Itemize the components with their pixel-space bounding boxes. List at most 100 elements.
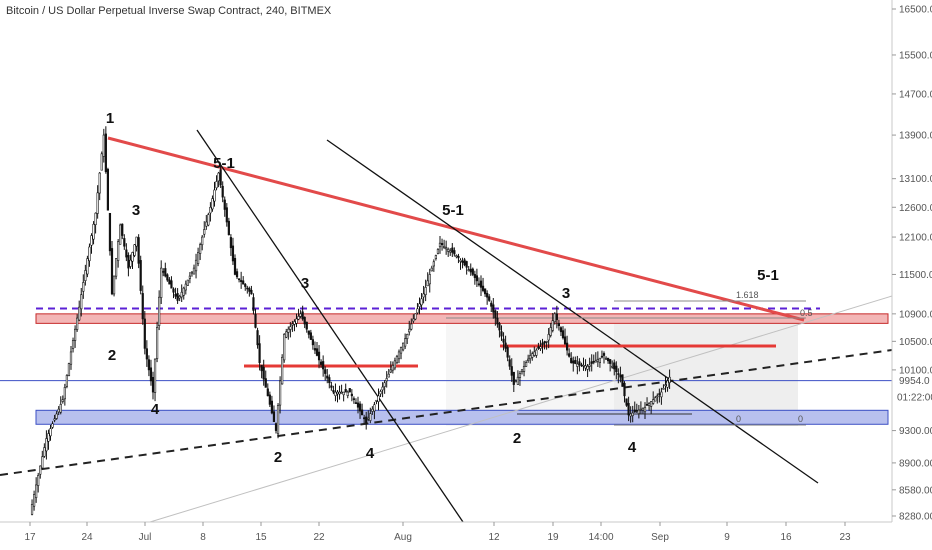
candle-down (510, 366, 513, 376)
candle-up (281, 356, 284, 385)
candle-up (631, 412, 634, 417)
candle-up (584, 365, 587, 369)
candle-down (108, 212, 112, 252)
candle-down (270, 400, 274, 414)
candle-down (149, 367, 153, 382)
candle-up (379, 391, 382, 395)
candle-up (445, 247, 448, 250)
candle-down (354, 402, 358, 404)
candle-up (84, 270, 87, 281)
candle-down (164, 268, 167, 277)
candle-up (207, 214, 210, 226)
candle-up (71, 340, 75, 349)
candle-up (389, 369, 392, 373)
candle-up (459, 259, 462, 262)
wave-label: 1 (106, 110, 114, 127)
candle-down (248, 288, 251, 292)
candle-down (502, 338, 505, 343)
candle-up (291, 323, 294, 326)
y-tick-label: 8580.00 (899, 485, 932, 496)
candle-up (545, 341, 548, 343)
y-tick-label: 13100.00 (899, 174, 932, 185)
candle-down (645, 403, 649, 406)
candle-up (65, 375, 68, 387)
candle-up (278, 380, 282, 406)
red-zone (35, 313, 889, 324)
candle-up (387, 373, 390, 378)
candle-down (125, 249, 128, 258)
x-tick-label: 19 (547, 532, 559, 543)
candle-down (494, 310, 497, 319)
candle-up (295, 318, 298, 324)
candle-down (313, 348, 317, 351)
price-axis[interactable]: 16500.00 15500.00 14700.00 13900.00 13100.00… (892, 5, 932, 523)
candle-up (455, 255, 458, 258)
candle-down (570, 357, 573, 363)
wave-label: 3 (562, 285, 570, 302)
candle-up (80, 294, 83, 310)
candle-up (61, 399, 64, 402)
candle-up (156, 327, 159, 359)
candle-up (647, 403, 651, 406)
candle-down (440, 243, 444, 245)
candle-up (287, 328, 290, 333)
x-tick-label: Aug (394, 532, 412, 543)
candle-down (619, 374, 622, 378)
candle-up (604, 357, 608, 360)
candle-down (176, 293, 179, 301)
candle-down (344, 389, 347, 393)
candle-down (326, 375, 329, 379)
candle-up (340, 391, 343, 394)
candle-up (135, 236, 138, 247)
y-tick-label: 16500.00 (899, 5, 932, 16)
candle-down (559, 327, 563, 333)
candle-down (256, 330, 259, 346)
candle-up (346, 391, 349, 396)
candle-down (557, 323, 560, 327)
candle-up (594, 360, 597, 363)
candle-up (55, 413, 58, 419)
candle-up (213, 189, 216, 202)
candle-up (285, 331, 288, 338)
candle-up (63, 387, 66, 400)
candle-up (57, 408, 60, 413)
y-tick-label: 14700.00 (899, 89, 932, 100)
candle-down (110, 248, 114, 295)
y-tick-label: 10100.00 (899, 365, 932, 376)
candle-up (596, 359, 599, 362)
candle-down (600, 355, 604, 358)
time-axis[interactable]: 17 24 Jul 8 15 22 Aug 12 19 14:00 Sep 9 16 23 (24, 522, 851, 543)
candle-down (358, 403, 362, 412)
candle-down (555, 313, 558, 321)
candle-down (272, 411, 276, 423)
candle-up (45, 438, 48, 452)
candle-down (561, 330, 565, 339)
wave-label: 3 (132, 202, 140, 219)
candle-down (356, 402, 360, 408)
black-trendline-2 (326, 139, 819, 484)
candle-up (184, 283, 187, 291)
candle-up (30, 504, 34, 515)
candle-up (100, 153, 103, 171)
candle-up (78, 306, 81, 321)
candle-up (418, 303, 421, 307)
x-tick-label: 17 (24, 532, 36, 543)
candle-up (199, 244, 202, 254)
candle-down (451, 247, 454, 253)
x-tick-label: 23 (839, 532, 851, 543)
candle-up (37, 475, 40, 486)
candle-up (553, 313, 556, 323)
candle-up (178, 296, 181, 299)
fib-label: 1.618 (736, 290, 759, 300)
candle-down (512, 371, 515, 385)
candle-up (367, 417, 370, 420)
candle-up (180, 291, 183, 298)
candle-up (420, 298, 423, 306)
wave-label: 5-1 (442, 202, 464, 219)
candle-up (51, 423, 54, 428)
candle-up (43, 447, 46, 457)
candle-up (102, 134, 105, 157)
candle-down (463, 259, 466, 266)
candle-up (422, 293, 425, 298)
